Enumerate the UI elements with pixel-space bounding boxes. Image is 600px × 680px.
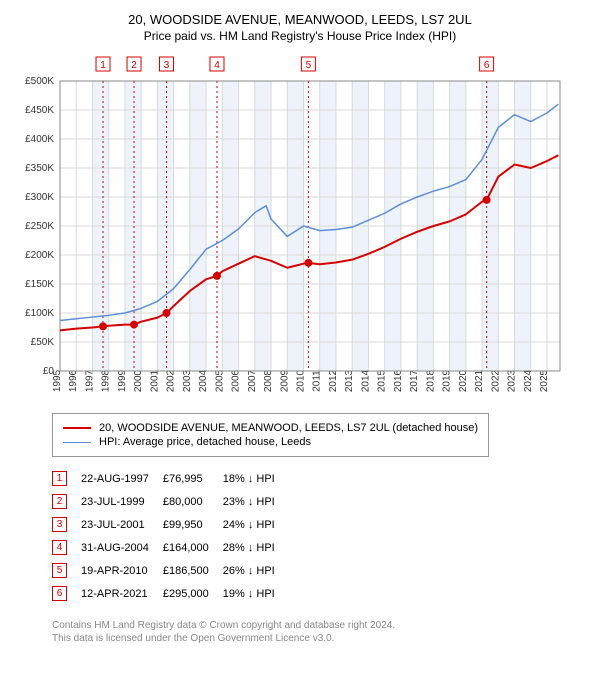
footnote-line1: Contains HM Land Registry data © Crown c… (52, 619, 588, 632)
sale-delta: 24% ↓ HPI (223, 513, 289, 536)
svg-text:1998: 1998 (101, 369, 112, 392)
svg-text:2019: 2019 (442, 369, 453, 392)
sale-price: £80,000 (163, 490, 223, 513)
footnote-line2: This data is licensed under the Open Gov… (52, 632, 588, 645)
svg-text:2: 2 (131, 60, 137, 71)
svg-text:£450K: £450K (25, 105, 54, 116)
legend: 20, WOODSIDE AVENUE, MEANWOOD, LEEDS, LS… (52, 413, 489, 457)
sale-price: £295,000 (163, 582, 223, 605)
svg-text:2023: 2023 (507, 369, 518, 392)
table-row: 3 23-JUL-2001£99,95024% ↓ HPI (52, 513, 289, 536)
table-row: 4 31-AUG-2004£164,00028% ↓ HPI (52, 536, 289, 559)
svg-text:2002: 2002 (166, 369, 177, 392)
svg-text:2012: 2012 (328, 369, 339, 392)
svg-text:2009: 2009 (279, 369, 290, 392)
chart-container: £0£50K£100K£150K£200K£250K£300K£350K£400… (12, 51, 588, 401)
svg-text:2004: 2004 (198, 369, 209, 392)
table-row: 5 19-APR-2010£186,50026% ↓ HPI (52, 559, 289, 582)
svg-text:£500K: £500K (25, 76, 54, 87)
svg-text:3: 3 (164, 60, 170, 71)
sale-marker-box: 4 (52, 540, 67, 555)
svg-text:6: 6 (484, 60, 490, 71)
svg-text:£200K: £200K (25, 250, 54, 261)
svg-text:2007: 2007 (247, 369, 258, 392)
legend-swatch (63, 442, 91, 443)
svg-text:1995: 1995 (52, 369, 63, 392)
legend-item: 20, WOODSIDE AVENUE, MEANWOOD, LEEDS, LS… (63, 422, 478, 434)
svg-text:2005: 2005 (214, 369, 225, 392)
svg-text:2006: 2006 (231, 369, 242, 392)
sale-date: 23-JUL-1999 (81, 490, 163, 513)
svg-text:1996: 1996 (68, 369, 79, 392)
sale-marker-box: 6 (52, 586, 67, 601)
chart-title-line2: Price paid vs. HM Land Registry's House … (12, 29, 588, 43)
sales-table: 1 22-AUG-1997£76,99518% ↓ HPI 2 23-JUL-1999… (52, 467, 289, 605)
svg-text:2021: 2021 (474, 369, 485, 392)
svg-text:2018: 2018 (425, 369, 436, 392)
legend-label: HPI: Average price, detached house, Leed… (99, 436, 311, 448)
sale-price: £76,995 (163, 467, 223, 490)
sale-marker-box: 3 (52, 517, 67, 532)
svg-text:2010: 2010 (296, 369, 307, 392)
legend-swatch (63, 427, 91, 429)
sale-date: 22-AUG-1997 (81, 467, 163, 490)
svg-text:2001: 2001 (149, 369, 160, 392)
svg-text:1997: 1997 (84, 369, 95, 392)
sale-marker-box: 1 (52, 471, 67, 486)
sale-delta: 26% ↓ HPI (223, 559, 289, 582)
sale-delta: 28% ↓ HPI (223, 536, 289, 559)
sale-delta: 18% ↓ HPI (223, 467, 289, 490)
svg-text:£100K: £100K (25, 308, 54, 319)
svg-text:£400K: £400K (25, 134, 54, 145)
svg-text:£50K: £50K (31, 337, 55, 348)
chart-title-line1: 20, WOODSIDE AVENUE, MEANWOOD, LEEDS, LS… (12, 12, 588, 27)
svg-text:1: 1 (100, 60, 106, 71)
svg-text:2016: 2016 (393, 369, 404, 392)
svg-text:2013: 2013 (344, 369, 355, 392)
sale-date: 19-APR-2010 (81, 559, 163, 582)
svg-text:2000: 2000 (133, 369, 144, 392)
svg-text:£250K: £250K (25, 221, 54, 232)
table-row: 6 12-APR-2021£295,00019% ↓ HPI (52, 582, 289, 605)
svg-text:2020: 2020 (458, 369, 469, 392)
svg-text:£350K: £350K (25, 163, 54, 174)
sale-price: £99,950 (163, 513, 223, 536)
svg-text:2017: 2017 (409, 369, 420, 392)
sale-date: 23-JUL-2001 (81, 513, 163, 536)
svg-text:£300K: £300K (25, 192, 54, 203)
footnote: Contains HM Land Registry data © Crown c… (52, 619, 588, 645)
svg-text:2014: 2014 (360, 369, 371, 392)
sale-price: £186,500 (163, 559, 223, 582)
table-row: 1 22-AUG-1997£76,99518% ↓ HPI (52, 467, 289, 490)
svg-text:5: 5 (306, 60, 312, 71)
legend-label: 20, WOODSIDE AVENUE, MEANWOOD, LEEDS, LS… (99, 422, 478, 434)
svg-text:2008: 2008 (263, 369, 274, 392)
svg-text:2003: 2003 (182, 369, 193, 392)
sale-delta: 19% ↓ HPI (223, 582, 289, 605)
legend-item: HPI: Average price, detached house, Leed… (63, 436, 478, 448)
sale-delta: 23% ↓ HPI (223, 490, 289, 513)
sale-date: 12-APR-2021 (81, 582, 163, 605)
svg-text:2015: 2015 (377, 369, 388, 392)
table-row: 2 23-JUL-1999£80,00023% ↓ HPI (52, 490, 289, 513)
sale-date: 31-AUG-2004 (81, 536, 163, 559)
svg-text:£150K: £150K (25, 279, 54, 290)
svg-text:2011: 2011 (312, 370, 323, 392)
svg-text:4: 4 (214, 60, 220, 71)
sale-marker-box: 2 (52, 494, 67, 509)
svg-text:1999: 1999 (117, 369, 128, 392)
price-chart: £0£50K£100K£150K£200K£250K£300K£350K£400… (12, 51, 572, 401)
svg-text:2025: 2025 (539, 369, 550, 392)
svg-text:2022: 2022 (490, 369, 501, 392)
sale-marker-box: 5 (52, 563, 67, 578)
sale-price: £164,000 (163, 536, 223, 559)
svg-text:2024: 2024 (523, 369, 534, 392)
